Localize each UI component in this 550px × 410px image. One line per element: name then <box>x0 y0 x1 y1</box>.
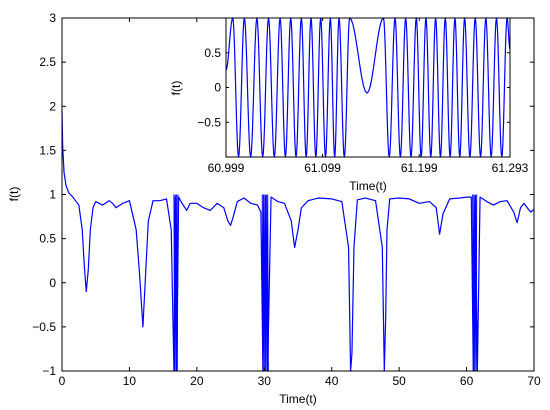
inset-x-tick-label: 61.293 <box>492 161 529 175</box>
main-x-tick-label: 10 <box>123 374 137 388</box>
inset-x-axis-label: Time(t) <box>349 179 387 193</box>
inset-y-tick-label: 0 <box>214 81 221 95</box>
main-x-tick-label: 60 <box>460 374 474 388</box>
main-y-tick-label: 1 <box>49 188 56 202</box>
main-x-tick-label: 0 <box>59 374 66 388</box>
main-y-tick-label: 0.5 <box>39 232 56 246</box>
inset-y-tick-label: 0.5 <box>204 46 221 60</box>
main-y-tick-label: 0 <box>49 276 56 290</box>
main-y-tick-label: 2.5 <box>39 55 56 69</box>
inset-y-axis-label: f(t) <box>169 81 183 96</box>
main-x-tick-label: 30 <box>258 374 272 388</box>
main-y-tick-label: −0.5 <box>32 320 56 334</box>
main-x-axis-label: Time(t) <box>279 392 317 406</box>
burst-region-1 <box>261 194 269 372</box>
main-y-tick-label: 1.5 <box>39 143 56 157</box>
inset-y-ticks: −0.5 0 0.5 <box>197 46 510 129</box>
main-y-ticks: −1 −0.5 0 0.5 1 1.5 2 2.5 3 <box>32 11 534 378</box>
main-x-tick-label: 70 <box>527 374 541 388</box>
main-y-tick-label: −1 <box>42 364 56 378</box>
inset-x-tick-label: 60.999 <box>208 161 245 175</box>
main-x-tick-label: 40 <box>325 374 339 388</box>
inset-x-tick-label: 61.099 <box>304 161 341 175</box>
main-y-tick-label: 3 <box>49 11 56 25</box>
inset-x-ticks: 60.999 61.099 61.199 61.293 <box>208 18 529 175</box>
inset-axes: 60.999 61.099 61.199 61.293 −0.5 0 0.5 Time(t… <box>169 17 529 193</box>
inset-y-tick-label: −0.5 <box>197 115 221 129</box>
main-y-tick-label: 2 <box>49 99 56 113</box>
main-y-axis-label: f(t) <box>7 187 21 202</box>
main-x-tick-label: 20 <box>190 374 204 388</box>
inset-x-tick-label: 61.199 <box>401 161 438 175</box>
main-x-tick-label: 50 <box>392 374 406 388</box>
